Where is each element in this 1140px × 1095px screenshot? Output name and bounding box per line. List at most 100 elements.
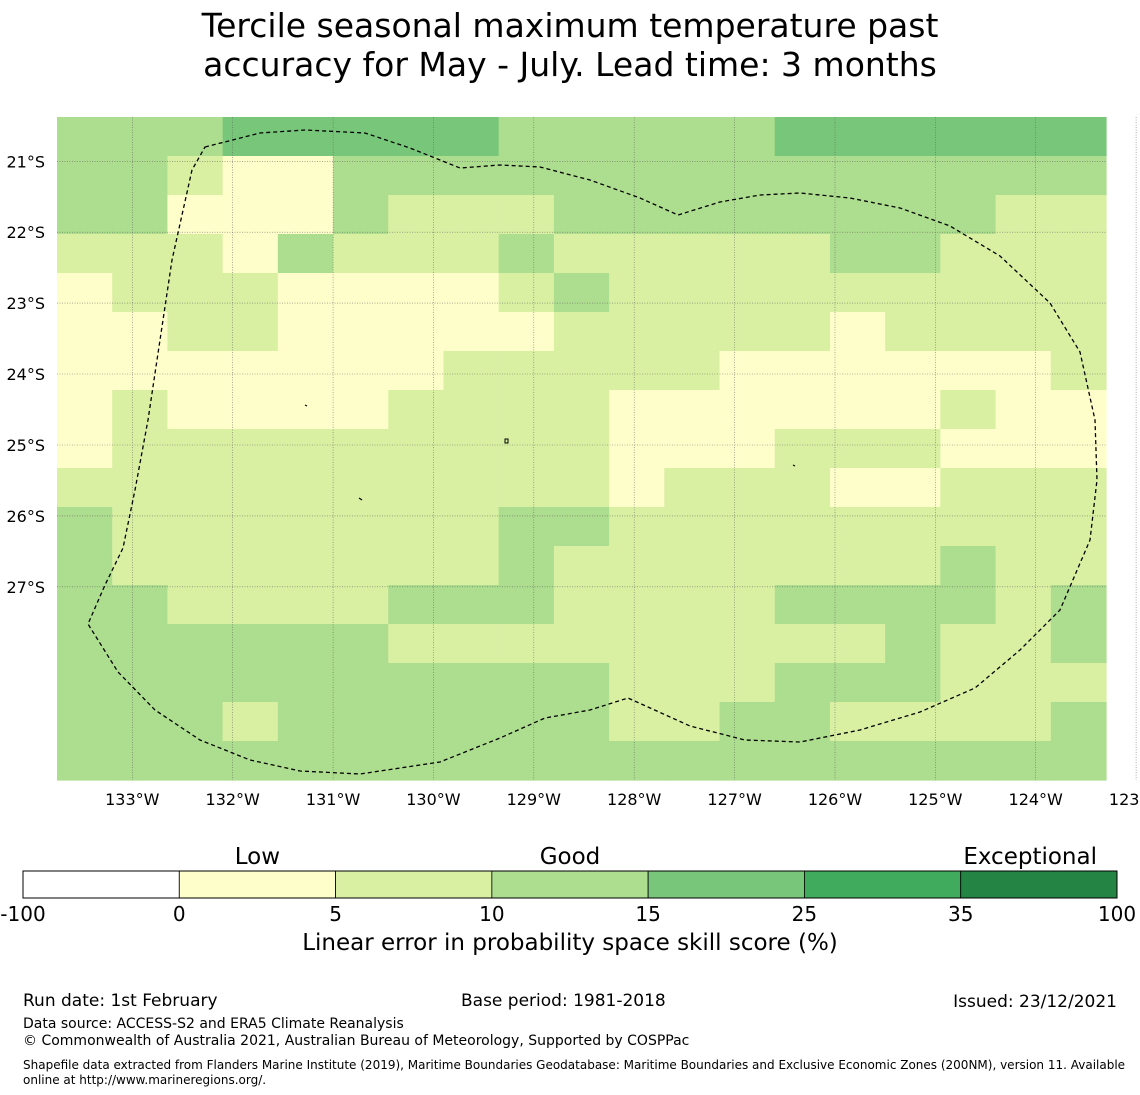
grid-cell <box>1050 156 1107 196</box>
grid-cell <box>443 273 500 313</box>
grid-cell <box>885 741 941 781</box>
grid-cell <box>57 468 113 508</box>
grid-cell <box>1050 390 1107 430</box>
grid-cell <box>553 585 610 625</box>
grid-cell <box>112 663 169 703</box>
grid-cell <box>940 663 997 703</box>
grid-cell <box>277 546 334 586</box>
grid-cell <box>829 663 886 703</box>
grid-cell <box>57 585 113 625</box>
grid-cell <box>57 273 113 313</box>
grid-cell <box>995 468 1052 508</box>
grid-cell <box>609 312 665 352</box>
grid-cell <box>277 312 334 352</box>
grid-cell <box>388 624 445 664</box>
colorbar-tick-label: 5 <box>329 902 342 926</box>
grid-cell <box>885 429 941 469</box>
grid-cell <box>167 273 224 313</box>
grid-cell <box>498 429 555 469</box>
grid-cell <box>498 156 555 196</box>
colorbar-tick-label: 10 <box>479 902 504 926</box>
latitude-label: 22°S <box>6 223 45 242</box>
grid-cell <box>553 663 610 703</box>
grid-cell <box>1050 117 1107 157</box>
grid-cell <box>443 546 500 586</box>
grid-cell <box>167 546 224 586</box>
colorbar-tick-label: 100 <box>1098 902 1136 926</box>
grid-cell <box>333 741 389 781</box>
grid-cell <box>277 624 334 664</box>
grid-cell <box>222 468 279 508</box>
grid-cell <box>112 585 169 625</box>
grid-cell <box>112 156 169 196</box>
grid-cell <box>609 741 665 781</box>
grid-cell <box>885 156 941 196</box>
latitude-label: 25°S <box>6 436 45 455</box>
grid-cell <box>167 702 224 742</box>
grid-cell <box>57 312 113 352</box>
grid-cell <box>885 702 941 742</box>
grid-cell <box>443 507 500 547</box>
grid-cell <box>829 624 886 664</box>
grid-cell <box>829 507 886 547</box>
grid-cell <box>664 624 721 664</box>
graticule <box>57 117 1137 780</box>
grid-cell <box>1050 468 1107 508</box>
grid-cell <box>498 312 555 352</box>
grid-cell <box>995 195 1052 235</box>
grid-cell <box>333 507 389 547</box>
grid-cell <box>333 663 389 703</box>
chart-title-line-2: accuracy for May - July. Lead time: 3 mo… <box>203 45 937 84</box>
grid-cell <box>498 273 555 313</box>
grid-cell <box>388 507 445 547</box>
grid-cell <box>553 468 610 508</box>
grid-cell <box>57 195 113 235</box>
grid-cell <box>443 624 500 664</box>
grid-cell <box>553 156 610 196</box>
skill-score-grid <box>57 117 1107 781</box>
grid-cell <box>222 624 279 664</box>
grid-cell <box>885 663 941 703</box>
grid-cell <box>388 351 445 391</box>
grid-cell <box>443 741 500 781</box>
island-markers <box>304 404 796 501</box>
grid-cell <box>885 507 941 547</box>
grid-cell <box>277 351 334 391</box>
grid-cell <box>664 468 721 508</box>
grid-cell <box>995 546 1052 586</box>
grid-cell <box>333 468 389 508</box>
grid-cell <box>664 390 721 430</box>
grid-cell <box>222 390 279 430</box>
grid-cell <box>388 429 445 469</box>
grid-cell <box>609 546 665 586</box>
grid-cell <box>277 702 334 742</box>
colorbar-ticks: -100 0 5 10 15 25 35 100 <box>0 902 1136 926</box>
grid-cell <box>609 507 665 547</box>
grid-cell <box>498 585 555 625</box>
grid-cell <box>498 546 555 586</box>
grid-cell <box>995 117 1052 157</box>
grid-cell <box>664 273 721 313</box>
grid-cell <box>829 273 886 313</box>
grid-cell <box>112 624 169 664</box>
grid-cell <box>112 195 169 235</box>
grid-cell <box>829 429 886 469</box>
grid-cell <box>940 702 997 742</box>
longitude-label: 127°W <box>707 790 762 809</box>
grid-cell <box>222 585 279 625</box>
grid-cell <box>609 702 665 742</box>
longitude-label: 125°W <box>908 790 963 809</box>
grid-cell <box>222 234 279 274</box>
grid-cell <box>277 585 334 625</box>
grid-cell <box>443 585 500 625</box>
grid-cell <box>498 351 555 391</box>
grid-cell <box>333 234 389 274</box>
grid-cell <box>995 390 1052 430</box>
grid-cell <box>774 741 831 781</box>
grid-cell <box>995 312 1052 352</box>
grid-cell <box>774 351 831 391</box>
grid-cell <box>774 117 831 157</box>
grid-cell <box>940 351 997 391</box>
grid-cell <box>609 585 665 625</box>
longitude-label: 130°W <box>406 790 461 809</box>
